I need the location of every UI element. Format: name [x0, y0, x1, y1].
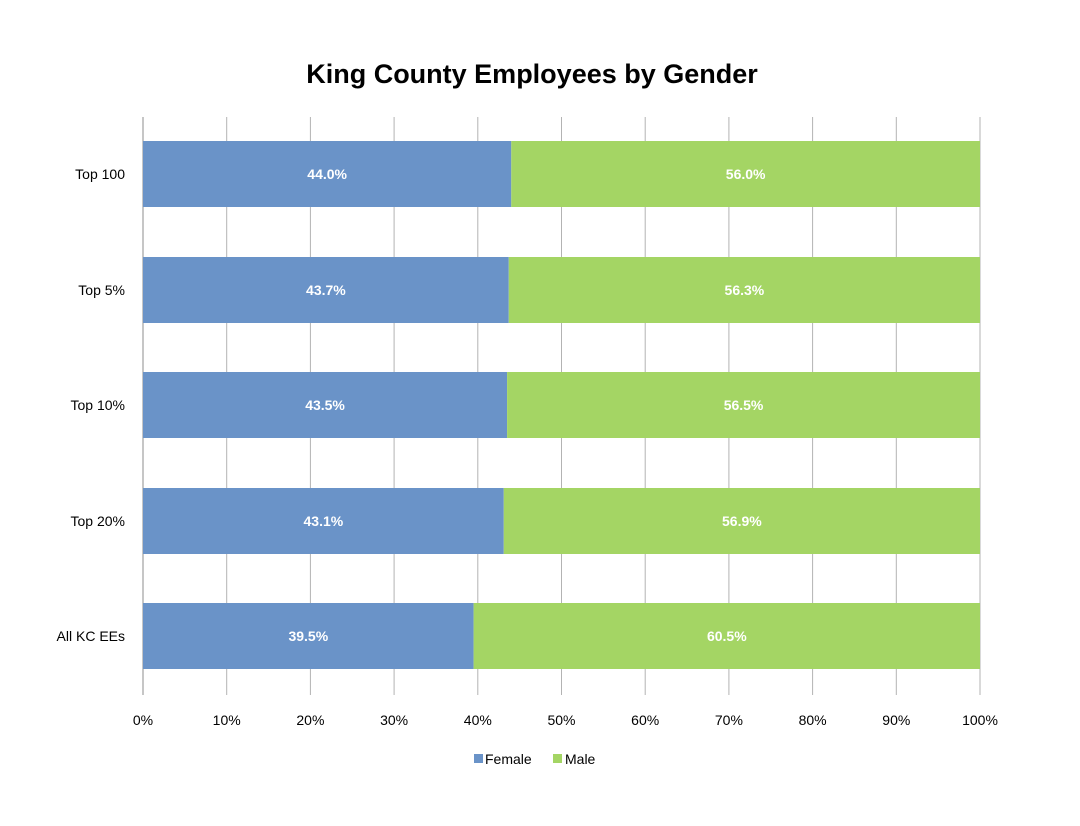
bar-male [511, 141, 980, 207]
x-tick-label: 30% [380, 712, 408, 728]
bars [143, 141, 980, 669]
bar-female [143, 141, 512, 207]
value-axis: 0% 10% 20% 30% 40% 50% 60% 70% 80% 90% 100% [133, 712, 998, 728]
x-tick-label: 0% [133, 712, 153, 728]
data-label-female: 39.5% [288, 628, 328, 644]
x-tick-label: 70% [715, 712, 743, 728]
legend-label-male: Male [565, 751, 596, 767]
data-label-female: 44.0% [307, 166, 347, 182]
bar-male [503, 488, 980, 554]
data-labels: 44.0% 56.0% 43.7% 56.3% 43.5% 56.5% 43.1% 56.9%… [288, 166, 766, 644]
category-label: Top 20% [71, 513, 125, 529]
x-tick-label: 50% [547, 712, 575, 728]
x-tick-label: 20% [296, 712, 324, 728]
x-tick-label: 10% [213, 712, 241, 728]
x-tick-label: 80% [799, 712, 827, 728]
category-label: Top 5% [78, 282, 125, 298]
data-label-female: 43.7% [306, 282, 346, 298]
bar-male [508, 257, 980, 323]
category-axis: Top 100 Top 5% Top 10% Top 20% All KC EEs [57, 166, 126, 644]
data-label-male: 56.9% [722, 513, 762, 529]
bar-female [143, 488, 504, 554]
legend-label-female: Female [485, 751, 532, 767]
bar-female [143, 257, 509, 323]
x-tick-label: 90% [882, 712, 910, 728]
data-label-male: 56.5% [724, 397, 764, 413]
category-label: All KC EEs [57, 628, 125, 644]
data-label-male: 56.0% [726, 166, 766, 182]
data-label-female: 43.1% [304, 513, 344, 529]
bar-male [507, 372, 980, 438]
category-label: Top 100 [75, 166, 125, 182]
category-label: Top 10% [71, 397, 125, 413]
chart-title: King County Employees by Gender [306, 59, 758, 89]
bar-female [143, 603, 474, 669]
legend-swatch-female [474, 754, 483, 763]
x-tick-label: 40% [464, 712, 492, 728]
x-tick-label: 60% [631, 712, 659, 728]
x-tick-label: 100% [962, 712, 998, 728]
data-label-female: 43.5% [305, 397, 345, 413]
bar-female [143, 372, 508, 438]
bar-male [473, 603, 980, 669]
data-label-male: 56.3% [725, 282, 765, 298]
legend-swatch-male [553, 754, 562, 763]
legend: Female Male [474, 751, 596, 767]
data-label-male: 60.5% [707, 628, 747, 644]
